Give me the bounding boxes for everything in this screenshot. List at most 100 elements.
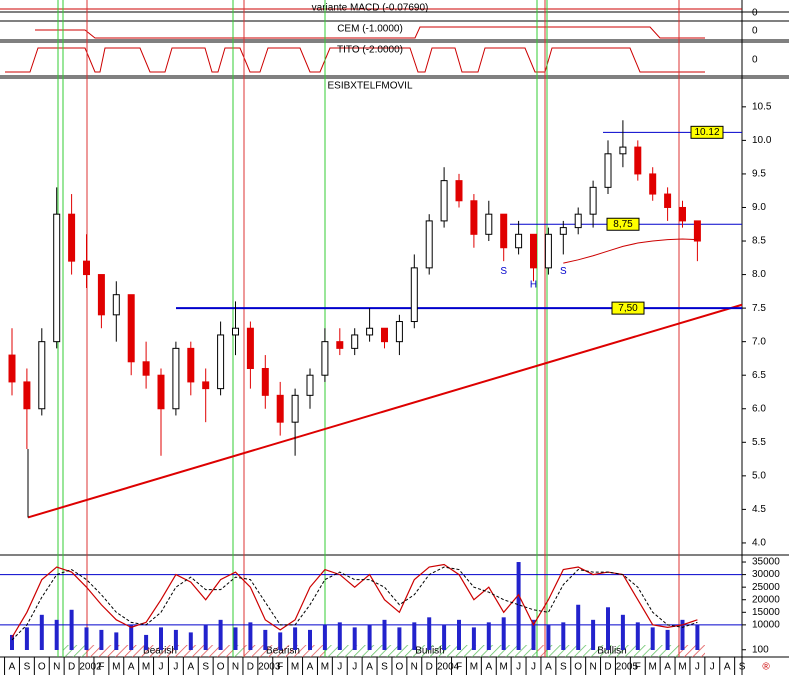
x-tick-label: M xyxy=(142,662,150,673)
volume-bar xyxy=(218,619,223,650)
x-tick-label: D xyxy=(426,662,433,673)
volume-bar xyxy=(680,619,685,650)
pattern-label: S xyxy=(560,266,567,277)
y-tick-label: 9.5 xyxy=(752,169,766,180)
volume-bar xyxy=(278,632,283,650)
level-box xyxy=(611,301,645,315)
y-tick-label: 7.0 xyxy=(752,336,766,347)
volume-bar xyxy=(486,622,491,650)
tito-line xyxy=(5,47,705,73)
x-tick-label: A xyxy=(307,662,314,673)
volume-bar xyxy=(99,629,104,650)
x-tick-label: A xyxy=(187,662,194,673)
x-tick-label: N xyxy=(53,662,60,673)
volume-bar xyxy=(695,624,700,650)
candle-body xyxy=(664,193,672,208)
volume-bar xyxy=(114,632,119,650)
x-tick-label: J xyxy=(516,662,521,673)
v-tick-label: 35000 xyxy=(752,557,780,568)
candle-body xyxy=(679,206,686,222)
x-tick-label: D xyxy=(604,662,611,673)
x-tick-label: M xyxy=(291,662,299,673)
candle-body xyxy=(276,394,284,423)
volume-bar xyxy=(427,617,432,650)
candle-body xyxy=(634,146,642,175)
x-tick-label: S xyxy=(560,662,567,673)
x-tick-label: A xyxy=(485,662,492,673)
y-tick-label: 8.0 xyxy=(752,269,766,280)
candle-body xyxy=(544,233,552,269)
x-tick-label: A xyxy=(545,662,552,673)
candle-body xyxy=(381,327,388,343)
x-tick-label: O xyxy=(396,662,404,673)
band-label: Bullish xyxy=(597,646,626,657)
candle-body xyxy=(217,334,225,390)
volume-bar xyxy=(322,624,327,650)
volume-bar xyxy=(188,632,193,650)
candle-body xyxy=(470,200,478,235)
x-tick-label: O xyxy=(38,662,46,673)
candle-body xyxy=(336,341,344,349)
candle-body xyxy=(112,294,120,316)
x-tick-label: 2004 xyxy=(437,662,460,673)
pattern-label: S xyxy=(500,266,507,277)
candle-body xyxy=(157,374,165,410)
candle-body xyxy=(693,220,701,242)
candle-body xyxy=(8,354,16,383)
candle-body xyxy=(410,267,418,323)
volume-bar xyxy=(144,634,149,650)
band-label: Bullish xyxy=(415,646,444,657)
x-tick-label: M xyxy=(649,662,657,673)
candle-body xyxy=(589,186,597,215)
volume-bar xyxy=(635,622,640,650)
candle-body xyxy=(68,213,76,262)
x-tick-label: 2003 xyxy=(258,662,281,673)
band-label: Bearish xyxy=(266,646,300,657)
x-tick-label: J xyxy=(352,662,357,673)
x-tick-label: N xyxy=(411,662,418,673)
candle-body xyxy=(97,274,105,316)
candle-body xyxy=(574,213,582,229)
logo-icon: ® xyxy=(762,662,770,673)
volume-bar xyxy=(442,624,447,650)
v-tick-label: 100 xyxy=(752,644,769,655)
volume-bar xyxy=(546,624,551,650)
level-label: 7,50 xyxy=(618,303,638,314)
trendline xyxy=(27,303,743,519)
tito-label: TITO (-2.0000) xyxy=(337,45,403,56)
zero-label: 0 xyxy=(752,55,758,66)
y-tick-label: 5.5 xyxy=(752,437,766,448)
x-tick-label: M xyxy=(112,662,120,673)
candle-body xyxy=(559,227,567,235)
x-tick-label: O xyxy=(217,662,225,673)
band-label: Bearish xyxy=(143,646,177,657)
y-tick-label: 6.5 xyxy=(752,370,766,381)
y-tick-label: 4.5 xyxy=(752,504,766,515)
v-tick-label: 25000 xyxy=(752,582,780,593)
volume-bar xyxy=(69,609,74,650)
volume-bar xyxy=(352,627,357,650)
y-tick-label: 10.5 xyxy=(752,101,772,112)
volume-bar xyxy=(531,619,536,650)
volume-bar xyxy=(576,604,581,650)
y-tick-label: 4.0 xyxy=(752,538,766,549)
candle-body xyxy=(202,381,210,390)
chart-title: ESIBXTELFMOVIL xyxy=(327,81,412,92)
candle-body xyxy=(232,327,239,336)
volume-bar xyxy=(606,607,610,650)
candle-body xyxy=(291,394,299,423)
candle-body xyxy=(530,233,537,269)
volume-bar xyxy=(457,619,461,650)
v-tick-label: 15000 xyxy=(752,607,780,618)
candle-body xyxy=(485,213,493,235)
volume-bar xyxy=(84,627,89,650)
y-tick-label: 5.0 xyxy=(752,470,766,481)
level-box xyxy=(690,125,724,139)
signal-line xyxy=(11,566,698,641)
candle-body xyxy=(127,294,135,363)
level-label: 10.12 xyxy=(694,127,719,138)
x-tick-label: S xyxy=(24,662,31,673)
level-label: 8,75 xyxy=(613,219,633,230)
